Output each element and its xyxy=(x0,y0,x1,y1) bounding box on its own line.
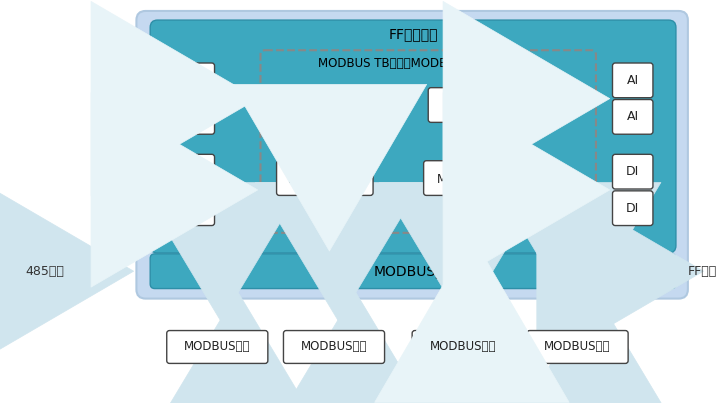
Text: DO: DO xyxy=(184,165,204,178)
FancyBboxPatch shape xyxy=(428,88,506,123)
Text: AI: AI xyxy=(626,74,639,87)
Text: MOD_OUT_D: MOD_OUT_D xyxy=(287,172,362,185)
FancyBboxPatch shape xyxy=(174,100,215,134)
Text: MOD_IN_D: MOD_IN_D xyxy=(436,172,498,185)
Text: DO: DO xyxy=(184,202,204,215)
Text: AO: AO xyxy=(185,74,203,87)
FancyBboxPatch shape xyxy=(167,330,268,364)
FancyBboxPatch shape xyxy=(527,330,628,364)
FancyBboxPatch shape xyxy=(150,20,676,253)
FancyBboxPatch shape xyxy=(282,88,369,123)
FancyBboxPatch shape xyxy=(136,11,688,299)
FancyBboxPatch shape xyxy=(613,63,653,98)
Text: 485供电: 485供电 xyxy=(26,265,65,278)
FancyBboxPatch shape xyxy=(412,330,513,364)
Text: DI: DI xyxy=(626,165,639,178)
Text: FF通信模块: FF通信模块 xyxy=(388,28,438,42)
Text: MOD_IN: MOD_IN xyxy=(444,98,490,112)
FancyBboxPatch shape xyxy=(613,100,653,134)
Text: MODBUS从站: MODBUS从站 xyxy=(301,341,367,353)
FancyBboxPatch shape xyxy=(423,161,511,195)
FancyBboxPatch shape xyxy=(613,191,653,226)
FancyBboxPatch shape xyxy=(613,154,653,189)
Text: MODBUS从站: MODBUS从站 xyxy=(184,341,251,353)
FancyBboxPatch shape xyxy=(284,330,384,364)
FancyBboxPatch shape xyxy=(150,254,676,289)
FancyBboxPatch shape xyxy=(276,161,373,195)
Text: MODBUS从站: MODBUS从站 xyxy=(544,341,611,353)
Text: DI: DI xyxy=(626,202,639,215)
Text: AO: AO xyxy=(185,110,203,123)
FancyBboxPatch shape xyxy=(174,63,215,98)
FancyBboxPatch shape xyxy=(174,191,215,226)
Text: MODBUS TB（作为MODBUS主站）: MODBUS TB（作为MODBUS主站） xyxy=(318,57,485,71)
FancyBboxPatch shape xyxy=(174,154,215,189)
FancyBboxPatch shape xyxy=(261,50,596,233)
Text: AI: AI xyxy=(626,110,639,123)
Text: MOD_OUT: MOD_OUT xyxy=(295,98,354,112)
Text: FF通信: FF通信 xyxy=(688,265,717,278)
Text: MODBUS模块: MODBUS模块 xyxy=(374,264,452,278)
Text: MODBUS从站: MODBUS从站 xyxy=(429,341,496,353)
